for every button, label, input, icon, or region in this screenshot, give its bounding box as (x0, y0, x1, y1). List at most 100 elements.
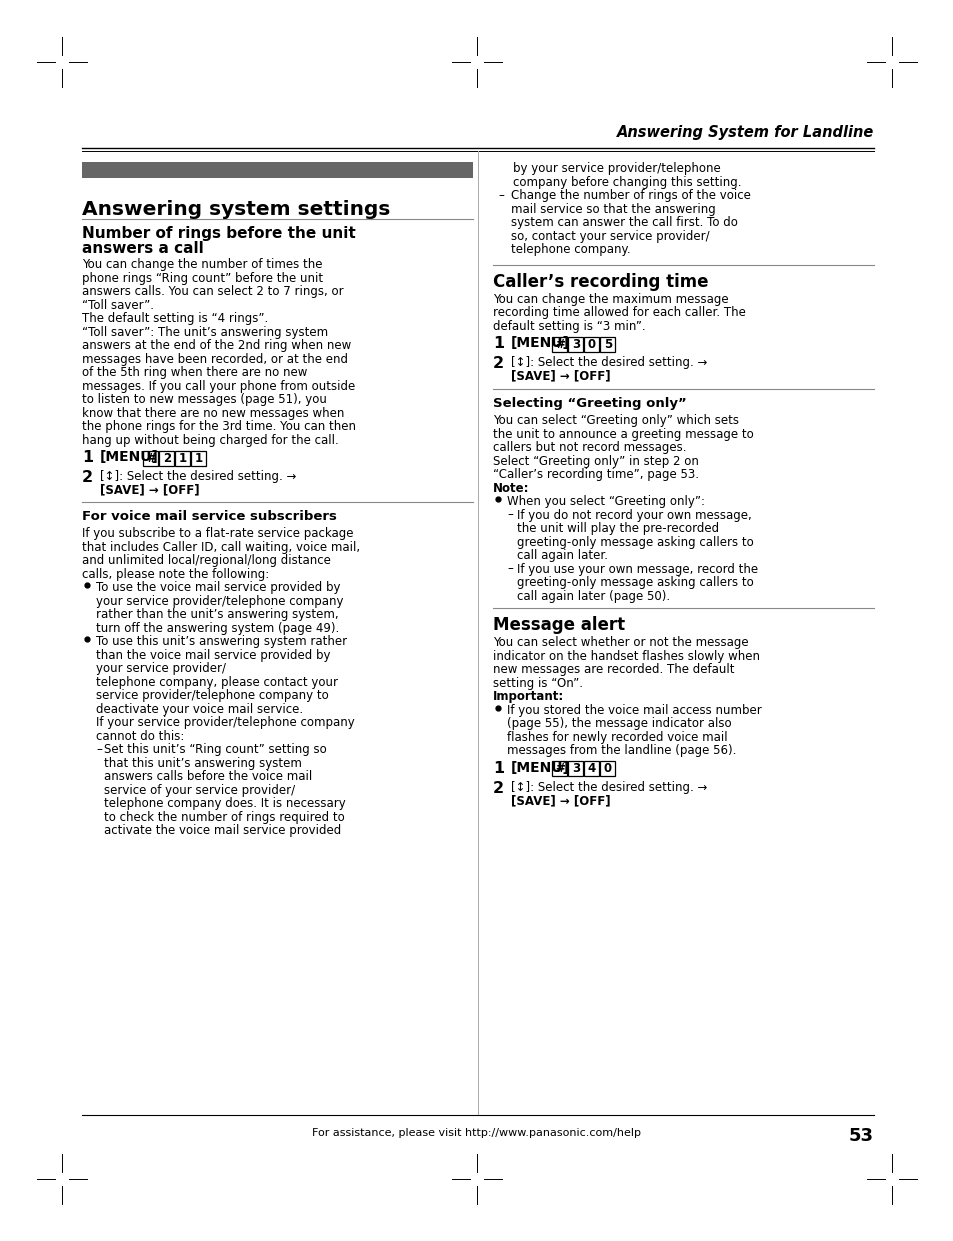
Text: #: # (555, 338, 564, 350)
Text: 0: 0 (603, 762, 612, 774)
Text: your service provider/: your service provider/ (96, 661, 226, 675)
Text: Message alert: Message alert (493, 616, 624, 634)
Text: Answering system settings: Answering system settings (82, 200, 390, 218)
Text: flashes for newly recorded voice mail: flashes for newly recorded voice mail (506, 731, 727, 743)
Text: 3: 3 (572, 762, 579, 774)
Text: Number of rings before the unit: Number of rings before the unit (82, 226, 355, 241)
Text: answers calls. You can select 2 to 7 rings, or: answers calls. You can select 2 to 7 rin… (82, 285, 343, 298)
Text: the phone rings for the 3rd time. You can then: the phone rings for the 3rd time. You ca… (82, 419, 355, 433)
Text: call again later (page 50).: call again later (page 50). (517, 589, 669, 602)
Text: messages have been recorded, or at the end: messages have been recorded, or at the e… (82, 352, 348, 366)
Text: If you do not record your own message,: If you do not record your own message, (517, 509, 751, 521)
Text: 5: 5 (603, 338, 612, 350)
Text: 4: 4 (587, 762, 596, 774)
Text: cannot do this:: cannot do this: (96, 730, 184, 742)
Text: Selecting “Greeting only”: Selecting “Greeting only” (493, 397, 686, 410)
Text: that includes Caller ID, call waiting, voice mail,: that includes Caller ID, call waiting, v… (82, 541, 359, 553)
Text: to check the number of rings required to: to check the number of rings required to (104, 810, 344, 824)
Text: setting is “On”.: setting is “On”. (493, 676, 582, 690)
Text: For assistance, please visit http://www.panasonic.com/help: For assistance, please visit http://www.… (313, 1128, 640, 1138)
Text: Set this unit’s “Ring count” setting so: Set this unit’s “Ring count” setting so (104, 743, 327, 756)
Text: and unlimited local/regional/long distance: and unlimited local/regional/long distan… (82, 553, 331, 567)
Text: If you use your own message, record the: If you use your own message, record the (517, 562, 758, 576)
Text: –: – (96, 743, 102, 756)
Text: 2: 2 (493, 781, 503, 795)
Text: [SAVE] → [OFF]: [SAVE] → [OFF] (511, 794, 610, 807)
Text: deactivate your voice mail service.: deactivate your voice mail service. (96, 702, 303, 716)
Text: of the 5th ring when there are no new: of the 5th ring when there are no new (82, 366, 307, 379)
FancyBboxPatch shape (568, 336, 583, 351)
Text: your service provider/telephone company: your service provider/telephone company (96, 594, 343, 608)
Text: [↕]: Select the desired setting. →: [↕]: Select the desired setting. → (511, 781, 706, 793)
Text: #: # (146, 452, 155, 464)
Text: service provider/telephone company to: service provider/telephone company to (96, 689, 329, 702)
Bar (82, 163, 473, 177)
Text: Select “Greeting only” in step 2 on: Select “Greeting only” in step 2 on (493, 454, 699, 468)
Text: [MENU]: [MENU] (511, 761, 569, 774)
Text: the unit to announce a greeting message to: the unit to announce a greeting message … (493, 427, 753, 441)
Text: [MENU]: [MENU] (100, 450, 159, 464)
FancyBboxPatch shape (552, 336, 567, 351)
FancyBboxPatch shape (584, 336, 598, 351)
Text: messages from the landline (page 56).: messages from the landline (page 56). (506, 745, 736, 757)
Text: calls, please note the following:: calls, please note the following: (82, 567, 269, 581)
FancyBboxPatch shape (599, 761, 615, 776)
Text: activate the voice mail service provided: activate the voice mail service provided (104, 824, 341, 836)
Text: callers but not record messages.: callers but not record messages. (493, 441, 686, 454)
Text: by your service provider/telephone: by your service provider/telephone (513, 163, 720, 175)
Text: To use this unit’s answering system rather: To use this unit’s answering system rath… (96, 635, 347, 648)
FancyBboxPatch shape (175, 450, 191, 465)
Text: system can answer the call first. To do: system can answer the call first. To do (511, 216, 737, 230)
Text: to listen to new messages (page 51), you: to listen to new messages (page 51), you (82, 393, 327, 406)
Text: You can change the maximum message: You can change the maximum message (493, 293, 728, 305)
Text: You can change the number of times the: You can change the number of times the (82, 258, 322, 271)
Text: greeting-only message asking callers to: greeting-only message asking callers to (517, 576, 753, 589)
Text: The default setting is “4 rings”.: The default setting is “4 rings”. (82, 311, 268, 325)
Text: phone rings “Ring count” before the unit: phone rings “Ring count” before the unit (82, 272, 323, 284)
Text: For voice mail service subscribers: For voice mail service subscribers (82, 510, 336, 522)
Text: 3: 3 (572, 338, 579, 350)
Text: company before changing this setting.: company before changing this setting. (513, 175, 740, 189)
Text: so, contact your service provider/: so, contact your service provider/ (511, 230, 709, 242)
Text: the unit will play the pre-recorded: the unit will play the pre-recorded (517, 522, 719, 535)
Text: –: – (506, 562, 513, 576)
Text: You can select “Greeting only” which sets: You can select “Greeting only” which set… (493, 414, 739, 427)
Text: Change the number of rings of the voice: Change the number of rings of the voice (511, 189, 750, 202)
Text: When you select “Greeting only”:: When you select “Greeting only”: (506, 495, 704, 508)
Text: #: # (555, 762, 564, 774)
Text: answers at the end of the 2nd ring when new: answers at the end of the 2nd ring when … (82, 339, 351, 352)
Text: To use the voice mail service provided by: To use the voice mail service provided b… (96, 581, 340, 594)
Text: hang up without being charged for the call.: hang up without being charged for the ca… (82, 433, 338, 447)
FancyBboxPatch shape (568, 761, 583, 776)
Text: Caller’s recording time: Caller’s recording time (493, 273, 708, 290)
Text: 0: 0 (587, 338, 596, 350)
Text: Note:: Note: (493, 482, 529, 494)
Text: If you subscribe to a flat-rate service package: If you subscribe to a flat-rate service … (82, 527, 354, 540)
Text: “Toll saver”.: “Toll saver”. (82, 299, 153, 311)
Text: (page 55), the message indicator also: (page 55), the message indicator also (506, 717, 731, 730)
Text: [SAVE] → [OFF]: [SAVE] → [OFF] (100, 484, 199, 496)
FancyBboxPatch shape (192, 450, 206, 465)
Text: telephone company does. It is necessary: telephone company does. It is necessary (104, 797, 345, 810)
Text: –: – (497, 189, 503, 202)
Text: telephone company.: telephone company. (511, 243, 630, 256)
Text: 53: 53 (848, 1127, 873, 1145)
Text: answers a call: answers a call (82, 241, 204, 256)
Text: turn off the answering system (page 49).: turn off the answering system (page 49). (96, 622, 339, 634)
Text: service of your service provider/: service of your service provider/ (104, 783, 294, 797)
Text: indicator on the handset flashes slowly when: indicator on the handset flashes slowly … (493, 649, 760, 663)
Text: Important:: Important: (493, 690, 563, 702)
Text: 1: 1 (194, 452, 203, 464)
Text: “Toll saver”: The unit’s answering system: “Toll saver”: The unit’s answering syste… (82, 325, 328, 339)
FancyBboxPatch shape (584, 761, 598, 776)
Text: [↕]: Select the desired setting. →: [↕]: Select the desired setting. → (100, 470, 296, 483)
Text: rather than the unit’s answering system,: rather than the unit’s answering system, (96, 608, 338, 620)
Text: 2: 2 (493, 356, 503, 371)
Text: know that there are no new messages when: know that there are no new messages when (82, 407, 344, 419)
Text: [SAVE] → [OFF]: [SAVE] → [OFF] (511, 370, 610, 382)
Text: “Caller’s recording time”, page 53.: “Caller’s recording time”, page 53. (493, 468, 699, 482)
Text: than the voice mail service provided by: than the voice mail service provided by (96, 649, 330, 661)
Text: 2: 2 (163, 452, 171, 464)
FancyBboxPatch shape (599, 336, 615, 351)
Text: default setting is “3 min”.: default setting is “3 min”. (493, 319, 645, 333)
